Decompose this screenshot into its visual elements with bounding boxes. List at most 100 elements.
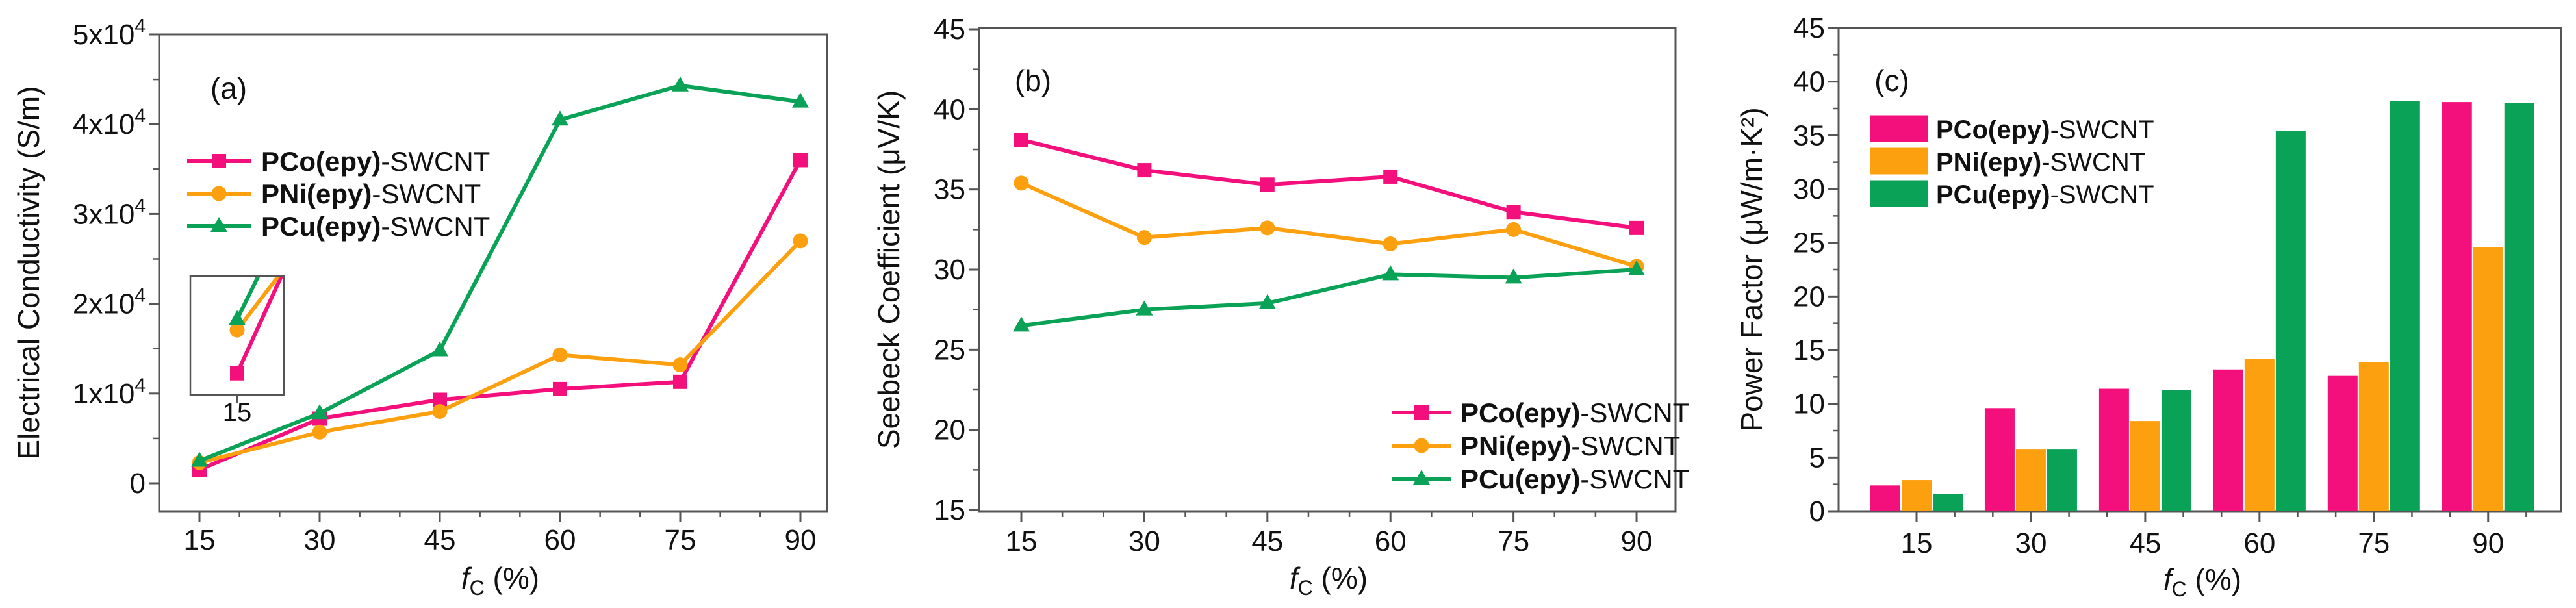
inset-zoom-chart: 15 [189,275,285,427]
x-tick-label: 45 [2129,527,2161,559]
data-point-marker [1260,177,1275,192]
y-axis-title: Electrical Conductivity (S/m) [12,86,45,459]
bar-PNi(epy)-75 [2358,362,2389,511]
data-point-marker [1014,175,1029,191]
bar-PCu(epy)-75 [2390,101,2420,512]
y-tick-label: 0 [1809,496,1825,527]
bar-PCu(epy)-60 [2275,131,2306,511]
x-tick-label: 15 [184,524,216,556]
bar-PNi(epy)-45 [2130,421,2160,511]
bar-PNi(epy)-90 [2473,247,2503,511]
y-tick-label: 35 [1793,120,1825,151]
data-point-marker [1137,163,1152,178]
bar-PCo(epy)-75 [2327,375,2358,511]
y-tick-label: 40 [1793,66,1825,98]
legend: PCo(epy)-SWCNTPNi(epy)-SWCNTPCu(epy)-SWC… [1392,398,1689,494]
data-point-marker [791,92,809,108]
x-tick-label: 90 [784,524,816,556]
data-point-marker [191,451,208,467]
inset-data-point-marker [229,322,245,338]
legend-label: PCo(epy)-SWCNT [1460,398,1689,428]
legend-marker [1413,470,1430,485]
panel-letter: (c) [1874,64,1909,97]
y-tick-label: 5 [1809,442,1825,474]
x-tick-label: 30 [2015,527,2047,559]
legend-label: PCo(epy)-SWCNT [1936,116,2154,144]
panel-letter: (b) [1015,64,1051,97]
x-tick-label: 30 [1129,526,1160,557]
x-tick-label: 15 [1901,527,1933,559]
data-point-marker [672,357,688,373]
x-tick-label: 75 [665,524,696,556]
data-point-marker [312,424,327,440]
y-tick-label: 30 [1793,173,1825,205]
y-tick-label: 40 [934,94,965,125]
legend: PCo(epy)-SWCNT PNi(epy)-SWCNT PCu(epy)-SWC… [1870,115,2154,209]
data-point-marker [672,374,687,389]
bar-PNi(epy)-30 [2015,449,2046,511]
y-tick-label: 1x104 [73,375,146,410]
x-axis-title: fC (%) [2163,563,2241,601]
x-axis-title: fC (%) [1290,561,1368,600]
y-tick-label: 3x104 [73,195,146,230]
x-tick-label: 90 [2472,527,2504,559]
x-tick-label: 60 [2243,527,2275,559]
data-point-marker [1014,133,1028,147]
legend-marker [210,217,227,232]
data-point-marker [1383,236,1398,252]
legend-swatch [1870,147,1928,175]
data-point-marker [1629,220,1644,235]
data-point-marker [1136,300,1153,316]
axes: 0 1x104 2x104 3x104 4x104 5x104 15 30 45 60 75 90 [73,16,828,556]
series-PNi(epy) [192,233,808,470]
bar-PCo(epy)-60 [2213,369,2243,511]
data-point-marker [552,347,568,362]
legend-marker [212,154,226,168]
x-tick-label: 75 [1498,526,1529,557]
legend-marker [211,186,227,201]
series-PCu(epy) [191,76,809,467]
data-point-marker [551,110,568,126]
bar-PCo(epy)-15 [1870,485,1900,511]
y-tick-label: 45 [934,14,965,45]
data-point-marker [671,76,689,92]
bar-PCu(epy)-90 [2504,103,2534,512]
panel-c-power-factor-chart: 0 5 10 15 20 25 30 35 40 45 15 30 45 60 75 90 fC (%) Powe… [1735,12,2562,601]
panel-letter: (a) [210,71,247,105]
bar-PNi(epy)-60 [2244,359,2275,511]
series-PCu(epy) [1013,260,1646,332]
x-tick-label: 15 [1006,526,1038,557]
legend: PCo(epy)-SWCNTPNi(epy)-SWCNTPCu(epy)-SWC… [187,146,490,242]
bar-PCo(epy)-45 [2098,388,2129,511]
x-tick-label: 75 [2358,527,2390,559]
axes: 15 20 25 30 35 40 45 15 30 45 60 75 90 [934,14,1677,557]
data-point-marker [1258,294,1276,309]
data-point-marker [1505,268,1522,284]
y-tick-label: 30 [934,254,965,286]
data-point-marker [431,341,448,357]
inset-data-point-marker [229,310,246,325]
y-tick-label: 20 [1793,281,1825,312]
y-tick-label: 15 [1793,335,1825,366]
data-point-marker [552,381,567,396]
y-axis-title: Power Factor (μW/m·K²) [1735,107,1768,431]
data-point-marker [1260,220,1275,236]
y-tick-label: 35 [934,174,965,206]
legend-label: PCu(epy)-SWCNT [1460,464,1689,494]
legend-label: PNi(epy)-SWCNT [1936,148,2145,177]
y-tick-label: 4x104 [73,105,146,140]
y-tick-label: 15 [934,494,965,526]
y-tick-label: 5x104 [73,16,146,51]
x-tick-label: 45 [1251,526,1283,557]
bar-PCu(epy)-30 [2047,449,2077,511]
y-tick-label: 20 [934,414,965,446]
y-tick-label: 45 [1793,12,1825,44]
bar-PNi(epy)-15 [1902,480,1932,511]
data-point-marker [1383,169,1398,184]
legend-label: PCu(epy)-SWCNT [261,211,490,242]
legend-label: PCu(epy)-SWCNT [1936,181,2154,209]
data-point-marker [1506,222,1522,237]
bar-PCo(epy)-90 [2442,102,2472,511]
x-tick-label: 60 [544,524,576,556]
